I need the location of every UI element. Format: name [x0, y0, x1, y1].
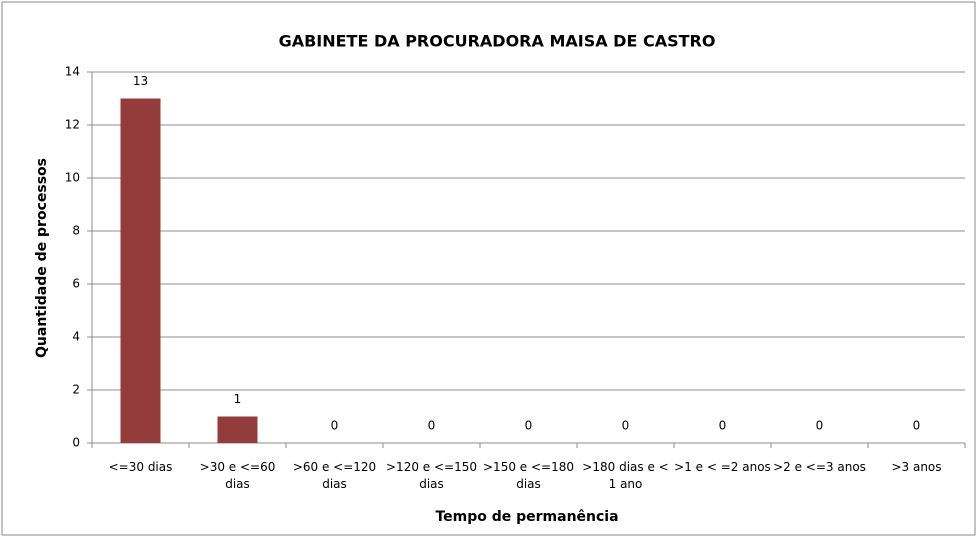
- bar: [217, 416, 258, 443]
- x-tick-label: >2 e <=3 anos: [773, 460, 866, 474]
- bar: [120, 98, 161, 443]
- x-tick-label: >30 e <=60 dias: [199, 460, 276, 491]
- data-label: 0: [816, 419, 824, 433]
- y-tick-label: 6: [72, 277, 80, 291]
- y-axis-label: Quantidade de processos: [34, 158, 50, 358]
- x-tick-label: >60 e <=120 dias: [292, 460, 377, 491]
- x-tick-label: >1 e < =2 anos: [674, 460, 771, 474]
- y-tick-label: 10: [65, 171, 80, 185]
- data-label: 13: [133, 74, 148, 88]
- data-label: 0: [331, 419, 339, 433]
- x-tick-label: >3 anos: [891, 460, 942, 474]
- y-tick-label: 14: [65, 65, 80, 79]
- data-label: 0: [913, 419, 921, 433]
- y-tick-label: 4: [72, 330, 80, 344]
- y-tick-label: 2: [72, 383, 80, 397]
- x-axis-label: Tempo de permanência: [435, 509, 618, 525]
- x-tick-label: >150 e <=180 dias: [483, 460, 574, 491]
- x-tick-label: >180 dias e < 1 ano: [582, 460, 669, 491]
- data-label: 0: [525, 419, 533, 433]
- data-label: 0: [428, 419, 436, 433]
- data-label: 1: [234, 392, 242, 406]
- data-label: 0: [622, 419, 630, 433]
- x-tick-label: >120 e <=150 dias: [386, 460, 477, 491]
- y-tick-label: 12: [65, 118, 80, 132]
- data-label: 0: [719, 419, 727, 433]
- y-tick-label: 8: [72, 224, 80, 238]
- x-tick-label: <=30 dias: [108, 460, 173, 474]
- chart-title: GABINETE DA PROCURADORA MAISA DE CASTRO: [279, 32, 716, 51]
- y-tick-label: 0: [72, 436, 80, 450]
